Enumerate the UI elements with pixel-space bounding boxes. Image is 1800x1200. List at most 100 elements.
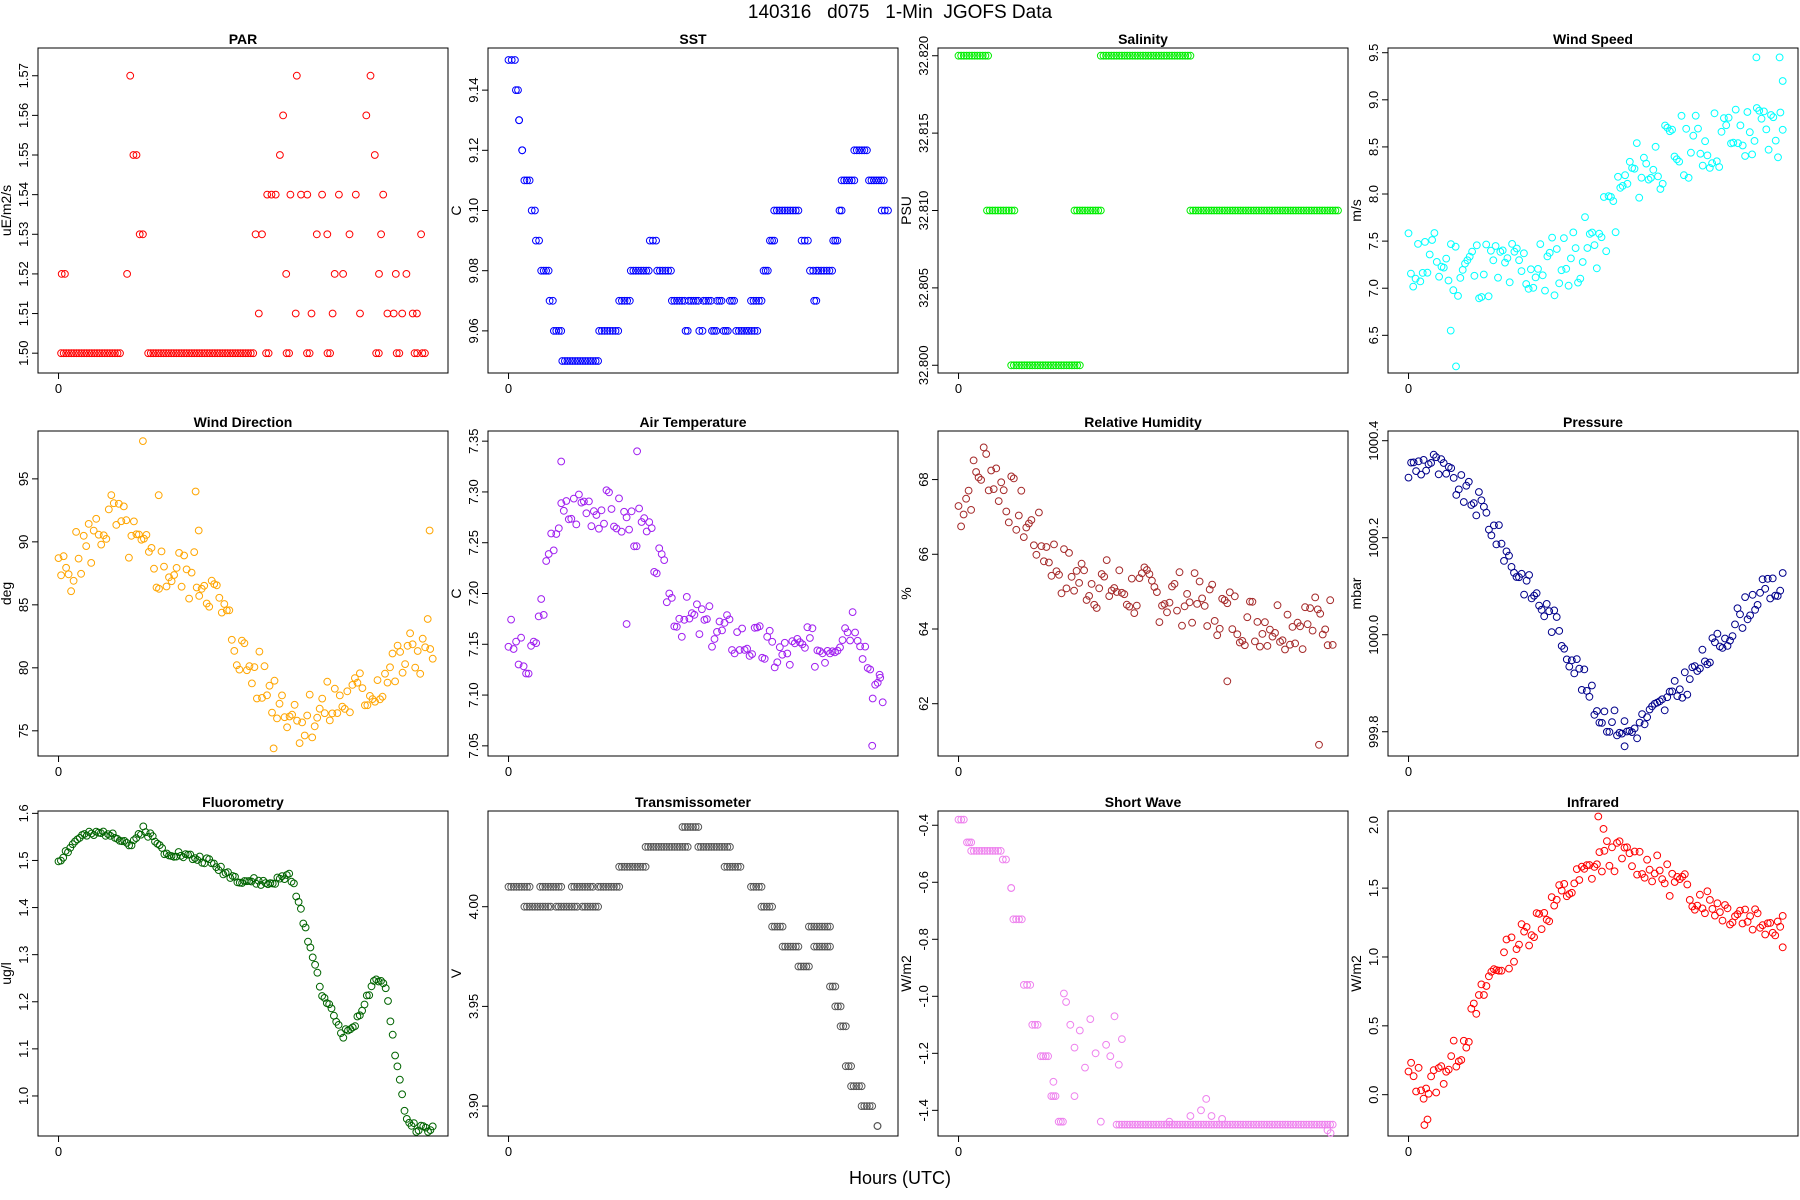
data-point	[72, 528, 80, 536]
data-point	[607, 505, 616, 513]
data-point	[847, 176, 856, 185]
panel-title: Wind Direction	[194, 414, 293, 430]
data-point	[1010, 206, 1019, 215]
data-point	[1439, 263, 1448, 272]
data-point	[856, 642, 864, 651]
y-tick-label: -0.6	[916, 871, 931, 893]
x-tick-label: 0	[1405, 381, 1412, 396]
data-point	[1497, 539, 1506, 548]
data-point	[811, 662, 819, 671]
data-point	[1014, 511, 1023, 520]
data-point	[1249, 206, 1258, 215]
data-point	[1092, 604, 1101, 612]
data-point	[805, 922, 813, 931]
data-point	[1468, 247, 1476, 256]
data-point	[1007, 361, 1016, 370]
data-point	[608, 327, 617, 335]
data-point	[715, 296, 724, 305]
data-point	[1054, 1117, 1063, 1126]
data-point	[781, 942, 790, 951]
data-point	[788, 637, 797, 646]
data-point	[1446, 326, 1455, 335]
data-point	[1153, 588, 1161, 596]
data-point	[212, 581, 221, 590]
data-point	[1685, 896, 1694, 904]
data-point	[702, 296, 710, 305]
data-point	[1258, 630, 1267, 638]
data-point	[339, 270, 348, 278]
data-point	[89, 526, 98, 535]
data-point	[1530, 591, 1538, 600]
data-point	[1531, 273, 1540, 282]
data-point	[1318, 630, 1327, 639]
data-point	[1017, 361, 1026, 370]
data-point	[154, 349, 163, 358]
data-point	[391, 677, 400, 686]
data-point	[1756, 923, 1764, 932]
data-point	[583, 902, 592, 911]
data-point	[1447, 464, 1456, 473]
data-point	[1508, 240, 1516, 248]
data-point	[615, 882, 624, 891]
data-point	[836, 1002, 845, 1011]
data-point	[730, 296, 738, 305]
data-point	[549, 546, 558, 555]
data-point	[1665, 127, 1674, 136]
data-point	[1698, 161, 1707, 170]
data-point	[1545, 607, 1554, 616]
data-point	[1005, 206, 1013, 215]
data-point	[146, 349, 155, 358]
y-tick-label: 7.30	[466, 479, 481, 504]
data-point	[109, 499, 118, 508]
data-point	[119, 502, 128, 511]
data-point	[285, 712, 294, 721]
data-point	[720, 862, 729, 871]
data-point	[657, 843, 666, 851]
data-point	[857, 1102, 866, 1110]
data-point	[187, 349, 196, 358]
data-point	[957, 815, 966, 824]
data-point	[1323, 641, 1332, 650]
data-point	[1331, 206, 1340, 215]
data-point	[1696, 149, 1705, 158]
data-point	[1741, 593, 1749, 601]
data-point	[1049, 361, 1058, 370]
data-point	[980, 847, 989, 855]
data-point	[1131, 51, 1139, 60]
data-point	[381, 669, 389, 678]
data-point	[999, 486, 1008, 495]
data-point	[1307, 206, 1316, 215]
data-point	[618, 862, 626, 871]
data-point	[1315, 1120, 1324, 1129]
data-point	[1743, 615, 1752, 624]
plot-frame	[937, 430, 1349, 757]
data-point	[644, 843, 653, 851]
data-point	[1427, 459, 1435, 467]
data-point	[1731, 105, 1740, 114]
data-point	[634, 266, 643, 275]
data-point	[1430, 229, 1439, 237]
data-point	[1059, 1117, 1067, 1126]
data-point	[1736, 121, 1745, 130]
data-point	[200, 581, 209, 590]
data-point	[959, 815, 968, 824]
data-point	[1007, 884, 1016, 892]
data-point	[1693, 667, 1702, 675]
data-point	[1767, 111, 1775, 119]
data-point	[239, 349, 247, 358]
data-point	[1598, 867, 1606, 876]
data-point	[850, 176, 859, 185]
data-point	[1120, 590, 1129, 599]
data-point	[1680, 870, 1689, 879]
data-point	[190, 548, 199, 556]
data-point	[308, 733, 317, 742]
data-point	[1673, 692, 1682, 700]
data-point	[576, 357, 585, 365]
data-point	[225, 606, 234, 615]
data-point	[750, 327, 759, 335]
data-point	[1678, 872, 1687, 881]
data-point	[303, 190, 312, 199]
data-point	[1195, 577, 1204, 586]
